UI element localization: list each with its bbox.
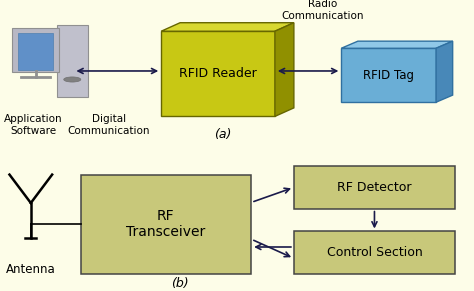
Text: Application
Software: Application Software	[4, 114, 63, 136]
FancyBboxPatch shape	[81, 175, 251, 274]
Polygon shape	[161, 31, 275, 116]
FancyBboxPatch shape	[12, 28, 59, 72]
Text: Digital
Communication: Digital Communication	[68, 114, 150, 136]
Polygon shape	[161, 23, 294, 31]
Text: RFID Tag: RFID Tag	[363, 69, 414, 82]
FancyBboxPatch shape	[294, 231, 455, 274]
Text: Control Section: Control Section	[327, 246, 422, 259]
FancyBboxPatch shape	[57, 25, 88, 97]
Text: (b): (b)	[171, 276, 189, 290]
Text: Radio
Communication: Radio Communication	[281, 0, 364, 21]
Polygon shape	[341, 48, 436, 102]
Polygon shape	[436, 41, 453, 102]
Polygon shape	[341, 41, 453, 48]
Circle shape	[64, 77, 81, 82]
Text: RF Detector: RF Detector	[337, 181, 412, 194]
FancyBboxPatch shape	[18, 33, 53, 70]
Polygon shape	[275, 23, 294, 116]
Text: Antenna: Antenna	[6, 263, 55, 276]
FancyBboxPatch shape	[294, 166, 455, 209]
Text: RFID Reader: RFID Reader	[179, 67, 257, 80]
Text: (a): (a)	[214, 127, 231, 141]
Text: RF
Transceiver: RF Transceiver	[126, 209, 206, 239]
